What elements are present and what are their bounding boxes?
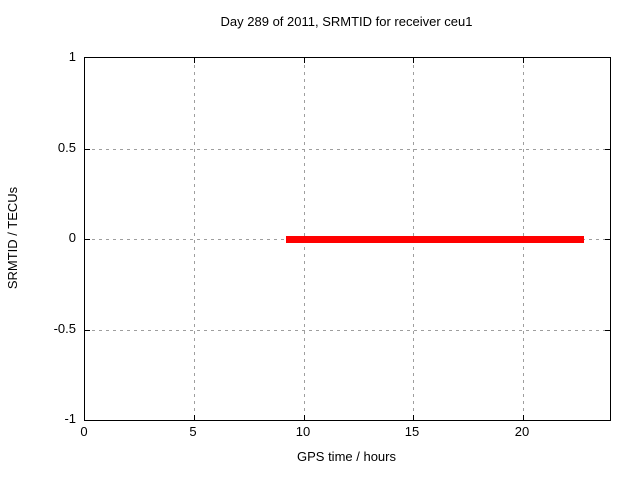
plot-area	[84, 57, 611, 421]
grid-line-horizontal	[85, 330, 610, 331]
grid-line-horizontal	[85, 149, 610, 150]
x-axis-label: GPS time / hours	[297, 449, 396, 464]
x-tick-label: 15	[404, 424, 420, 439]
y-tick-label: 0.5	[57, 140, 76, 155]
x-tick-mark	[194, 58, 195, 63]
x-tick-mark	[194, 415, 195, 420]
x-tick-mark	[523, 415, 524, 420]
x-tick-mark	[413, 415, 414, 420]
x-tick-mark	[304, 415, 305, 420]
y-tick-mark	[85, 330, 90, 331]
x-tick-label: 10	[295, 424, 311, 439]
chart-title: Day 289 of 2011, SRMTID for receiver ceu…	[220, 14, 473, 29]
x-tick-label: 5	[189, 424, 197, 439]
x-tick-label: 0	[80, 424, 88, 439]
x-tick-mark	[523, 58, 524, 63]
y-tick-mark	[605, 239, 610, 240]
x-tick-mark	[304, 58, 305, 63]
y-tick-mark	[605, 330, 610, 331]
y-tick-mark	[85, 239, 90, 240]
y-tick-label: -0.5	[53, 321, 76, 336]
y-tick-label: 1	[68, 49, 76, 64]
x-tick-label: 20	[514, 424, 530, 439]
y-tick-mark	[605, 149, 610, 150]
y-tick-label: 0	[68, 230, 76, 245]
x-tick-mark	[413, 58, 414, 63]
y-tick-mark	[85, 149, 90, 150]
y-tick-label: -1	[64, 411, 76, 426]
srmtid-series-line	[286, 236, 584, 243]
